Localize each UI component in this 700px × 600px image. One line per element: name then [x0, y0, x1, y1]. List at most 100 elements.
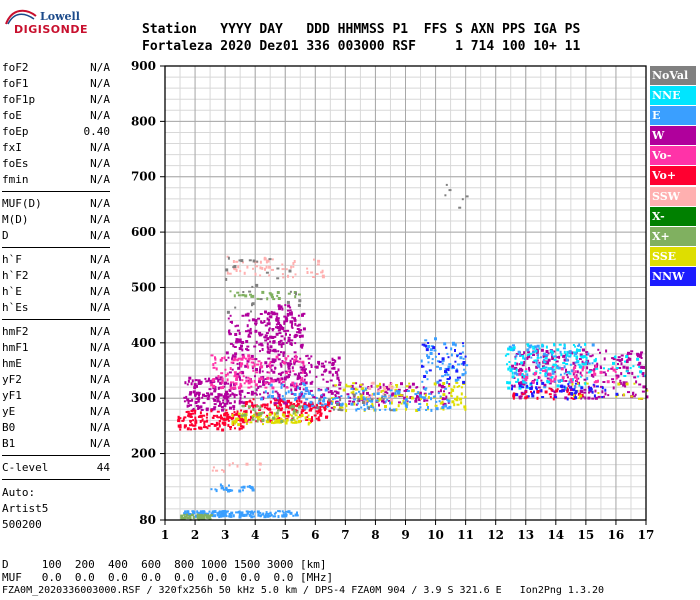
x-tick-label: 12 — [487, 528, 504, 542]
data-point — [305, 355, 308, 358]
data-point — [293, 351, 297, 354]
data-point — [261, 290, 265, 294]
data-point — [226, 395, 230, 399]
data-point — [274, 399, 278, 402]
data-point — [285, 358, 288, 361]
data-point — [281, 407, 284, 410]
data-point — [277, 297, 281, 300]
data-point — [277, 395, 281, 399]
data-point — [284, 376, 286, 379]
data-point — [443, 390, 445, 393]
data-point — [345, 383, 348, 387]
data-point — [319, 388, 323, 391]
data-point — [526, 395, 529, 399]
data-point — [428, 392, 432, 395]
data-point — [553, 342, 556, 346]
data-point — [416, 395, 418, 398]
data-point — [310, 365, 313, 368]
data-point — [197, 400, 200, 403]
data-point — [611, 357, 615, 360]
data-point — [259, 412, 263, 416]
data-point — [603, 395, 605, 398]
data-point — [254, 358, 258, 361]
data-point — [604, 392, 607, 396]
data-point — [556, 365, 559, 369]
data-point — [418, 394, 422, 398]
data-point — [260, 321, 264, 324]
data-point — [267, 357, 271, 360]
data-point — [242, 291, 245, 293]
data-point — [599, 370, 603, 374]
data-point — [301, 345, 304, 349]
data-point — [533, 373, 536, 376]
y-tick-label: 400 — [131, 336, 156, 350]
data-point — [231, 489, 234, 492]
data-point — [243, 395, 246, 398]
data-point — [315, 417, 318, 420]
data-point — [253, 515, 256, 518]
data-point — [261, 348, 264, 351]
data-point — [566, 373, 569, 376]
data-point — [518, 397, 522, 400]
data-point — [448, 383, 451, 386]
data-point — [408, 385, 412, 389]
data-point — [221, 428, 225, 432]
data-point — [292, 369, 295, 372]
data-point — [599, 351, 601, 354]
data-point — [298, 420, 302, 423]
data-point — [309, 381, 313, 385]
data-point — [436, 365, 439, 368]
data-point — [586, 366, 589, 370]
data-point — [283, 384, 286, 388]
x-tick-label: 9 — [401, 528, 409, 542]
data-point — [222, 386, 224, 389]
data-point — [290, 392, 294, 395]
data-point — [528, 368, 531, 372]
data-point — [371, 402, 374, 405]
data-point — [576, 357, 578, 360]
x-tick-label: 16 — [608, 528, 625, 542]
data-point — [580, 397, 583, 400]
data-point — [250, 410, 252, 414]
data-point — [607, 369, 609, 372]
data-point — [316, 412, 319, 415]
param-value: N/A — [90, 141, 110, 154]
data-point — [518, 386, 522, 390]
data-point — [198, 426, 201, 429]
data-point — [533, 390, 535, 394]
data-point — [295, 399, 298, 403]
data-point — [302, 327, 306, 331]
data-point — [235, 377, 239, 381]
data-point — [318, 363, 321, 366]
data-point — [226, 255, 229, 258]
data-point — [228, 330, 230, 334]
data-point — [239, 400, 243, 404]
data-point — [216, 400, 219, 403]
data-point — [212, 397, 215, 400]
data-point — [389, 407, 391, 411]
data-point — [645, 389, 649, 392]
data-point — [245, 330, 248, 333]
data-point — [315, 273, 319, 275]
data-point — [427, 361, 430, 364]
param-value: N/A — [90, 61, 110, 74]
data-point — [579, 371, 582, 375]
data-point — [262, 403, 266, 406]
data-point — [593, 368, 596, 371]
data-point — [186, 404, 189, 408]
data-point — [568, 380, 572, 384]
data-point — [512, 396, 515, 400]
data-point — [300, 378, 304, 382]
param-value: N/A — [90, 93, 110, 106]
data-point — [576, 370, 579, 374]
data-point — [226, 413, 230, 416]
data-point — [274, 420, 277, 424]
data-point — [628, 357, 632, 361]
data-point — [585, 353, 588, 356]
data-point — [222, 399, 225, 402]
data-point — [284, 421, 288, 425]
data-point — [592, 369, 596, 372]
data-point — [258, 343, 262, 346]
data-point — [427, 356, 429, 359]
data-point — [214, 386, 217, 389]
